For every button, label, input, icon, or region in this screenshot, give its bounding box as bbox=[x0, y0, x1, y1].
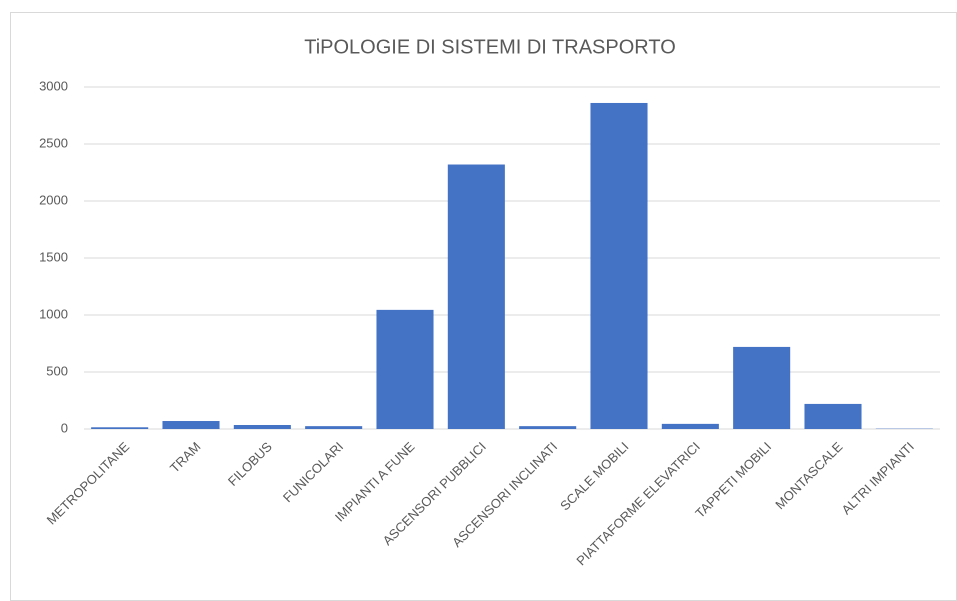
y-tick-label: 0 bbox=[61, 420, 68, 435]
bar bbox=[376, 309, 434, 429]
bar bbox=[305, 426, 363, 429]
chart-title: TiPOLOGIE DI SISTEMI DI TRASPORTO bbox=[304, 36, 676, 58]
bar bbox=[162, 421, 220, 429]
y-tick-label: 2500 bbox=[39, 135, 68, 150]
bar bbox=[733, 346, 791, 429]
bar bbox=[447, 164, 505, 429]
y-tick-label: 1500 bbox=[39, 249, 68, 264]
y-tick-label: 3000 bbox=[39, 78, 68, 93]
bar bbox=[519, 426, 577, 429]
bar bbox=[590, 102, 648, 430]
bar bbox=[233, 425, 291, 429]
y-tick-label: 500 bbox=[46, 363, 68, 378]
bar bbox=[661, 423, 719, 429]
y-tick-label: 1000 bbox=[39, 306, 68, 321]
y-tick-label: 2000 bbox=[39, 192, 68, 207]
bar bbox=[804, 403, 862, 429]
bar bbox=[91, 427, 149, 429]
